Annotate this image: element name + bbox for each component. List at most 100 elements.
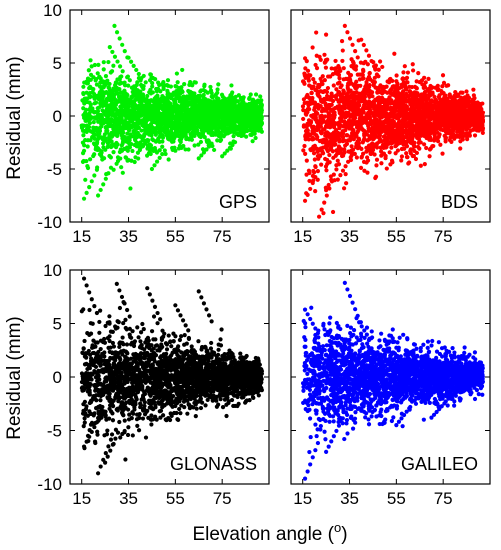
data-point [453,133,458,138]
data-point [350,59,356,64]
data-point [230,109,235,115]
data-point [98,151,104,157]
data-point [166,94,171,99]
data-point [301,97,307,102]
data-point [156,107,161,112]
data-point [130,148,135,154]
data-point [97,92,102,98]
data-point [229,104,234,109]
data-point [248,92,253,97]
data-point [103,90,108,96]
data-point [480,130,485,135]
data-point [384,115,389,120]
data-point [339,95,344,101]
data-point [464,89,469,94]
data-point [327,152,332,158]
data-point [140,106,145,111]
data-point [129,94,134,100]
data-point [343,172,348,177]
outlier-point [149,166,155,172]
data-point [300,79,306,84]
data-point [402,146,407,151]
data-point [306,118,312,123]
data-point [333,58,338,64]
data-point [353,85,358,91]
data-point [339,153,345,159]
data-point [89,64,94,69]
data-point [392,51,397,56]
data-point [120,119,125,125]
data-point [354,155,359,160]
scatter-points [300,23,486,219]
data-point [384,141,389,146]
data-point [111,94,116,100]
data-point [327,140,332,145]
data-point [243,109,249,115]
data-point [107,153,112,159]
data-point [339,38,345,44]
data-point [308,122,313,127]
outlier-point [87,185,92,190]
data-point [422,142,427,147]
data-point [166,112,172,117]
data-point [131,121,136,126]
data-point [111,131,116,136]
data-point [165,78,171,83]
data-point [136,109,141,114]
data-point [111,103,117,108]
outlier-point [220,154,225,159]
data-point [404,154,410,160]
data-point [101,67,106,72]
data-point [393,151,398,156]
data-point [373,125,378,130]
data-point [145,153,150,158]
data-point [384,126,390,131]
data-point [455,92,461,97]
data-point [191,105,197,111]
data-point [439,89,444,94]
data-point [86,68,91,73]
data-point [177,99,182,104]
data-point [448,128,454,133]
data-point [323,114,328,119]
data-point [200,130,206,136]
data-point [259,102,264,107]
data-point [162,130,168,135]
data-point [113,80,118,85]
data-point [215,87,220,92]
data-point [198,89,203,94]
data-point [345,138,350,143]
data-point [349,144,354,149]
data-point [325,85,331,91]
data-point [88,157,93,162]
data-point [345,133,350,138]
data-point [402,96,408,101]
data-point [305,100,310,105]
data-point [149,133,154,138]
data-point [96,112,102,118]
data-point [182,122,187,127]
data-point [301,148,306,153]
data-point [324,168,329,173]
data-point [319,162,324,167]
data-point [399,154,405,159]
data-point [131,130,137,135]
data-point [312,131,317,136]
outlier-point [232,140,238,145]
data-point [315,85,320,90]
data-point [208,84,213,90]
data-point [99,115,104,120]
data-point [342,147,347,152]
data-point [336,72,342,77]
data-point [369,143,374,148]
data-point [333,94,338,99]
data-point [174,109,179,114]
data-point [79,123,84,128]
data-point [385,138,390,143]
data-point [186,110,191,115]
data-point [308,101,313,106]
data-point [168,102,173,107]
data-point [364,160,369,165]
data-point [128,119,133,124]
data-point [404,75,410,80]
